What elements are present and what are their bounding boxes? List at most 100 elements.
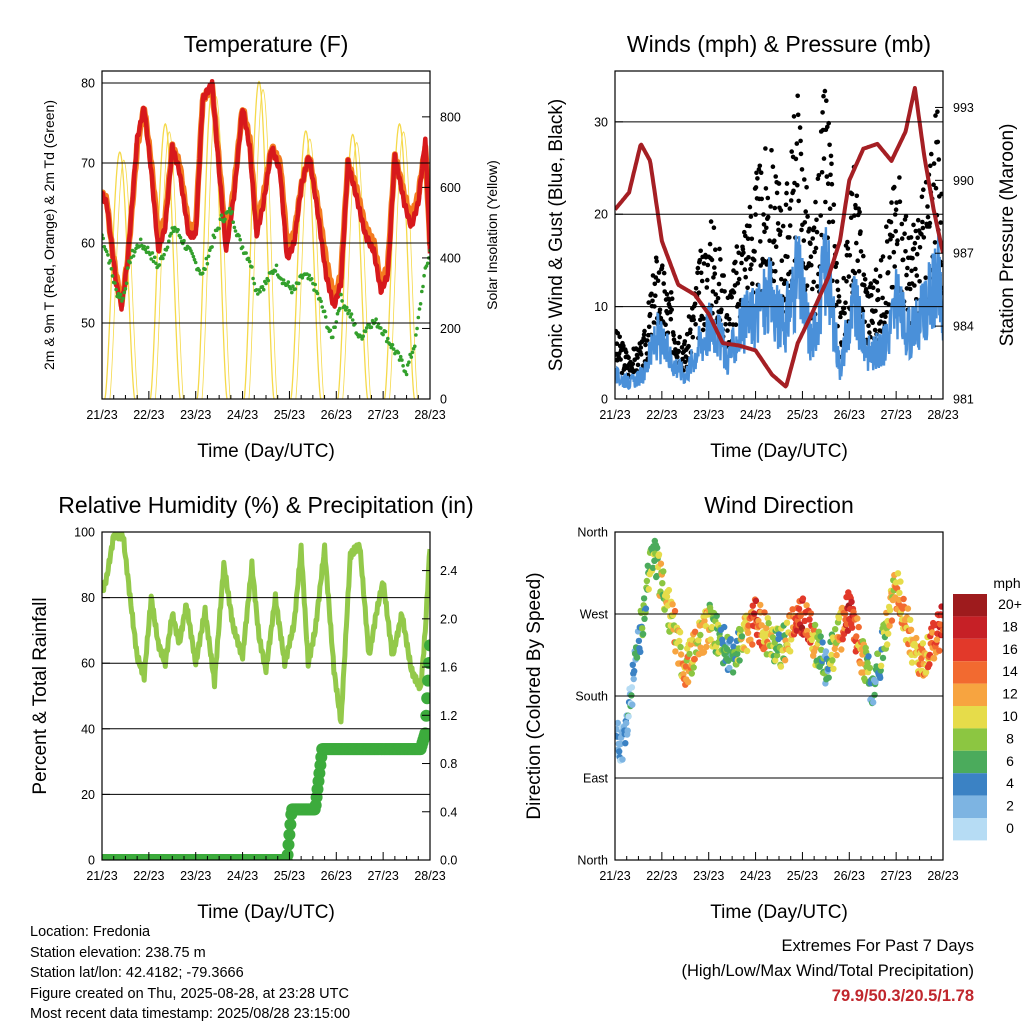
gust-point bbox=[917, 245, 923, 250]
x-tick-label: 25/23 bbox=[274, 408, 305, 422]
gust-point bbox=[711, 225, 717, 230]
dewpoint-point bbox=[152, 255, 157, 260]
gust-point bbox=[890, 233, 895, 239]
direction-point bbox=[839, 604, 846, 612]
gust-point bbox=[751, 257, 757, 263]
dewpoint-point bbox=[149, 257, 153, 261]
y-tick-label: 30 bbox=[594, 115, 608, 129]
gust-point bbox=[921, 187, 926, 192]
direction-point bbox=[885, 630, 892, 637]
dewpoint-point bbox=[319, 299, 323, 304]
dewpoint-point bbox=[348, 315, 353, 319]
y2-tick-label: 0 bbox=[440, 393, 447, 407]
gust-point bbox=[700, 327, 706, 333]
gust-point bbox=[914, 273, 920, 278]
gust-point bbox=[815, 284, 820, 289]
gust-point bbox=[892, 264, 897, 269]
gust-point bbox=[788, 198, 794, 203]
direction-point bbox=[817, 633, 824, 640]
direction-point bbox=[886, 606, 894, 614]
gust-point bbox=[671, 332, 676, 338]
direction-point bbox=[806, 616, 813, 623]
gust-point bbox=[828, 153, 834, 159]
direction-point bbox=[913, 634, 920, 642]
dewpoint-point bbox=[150, 251, 155, 255]
gust-point bbox=[692, 301, 698, 307]
gust-point bbox=[872, 327, 878, 333]
direction-point bbox=[633, 654, 641, 661]
direction-point bbox=[729, 669, 737, 676]
gust-point bbox=[641, 332, 647, 337]
y-tick-label: 10 bbox=[594, 300, 608, 314]
gust-point bbox=[928, 163, 933, 169]
extremes-values: 79.9/50.3/20.5/1.78 bbox=[831, 987, 974, 1005]
gust-point bbox=[710, 289, 716, 294]
gust-point bbox=[874, 280, 880, 285]
direction-point bbox=[697, 631, 704, 639]
gust-point bbox=[861, 272, 867, 278]
gust-point bbox=[899, 236, 905, 241]
dewpoint-point bbox=[274, 263, 279, 268]
direction-point bbox=[624, 727, 631, 734]
y-tick-label: 80 bbox=[81, 591, 95, 605]
gust-point bbox=[653, 293, 658, 299]
legend-label: 20+ bbox=[998, 596, 1022, 612]
direction-point bbox=[866, 664, 874, 672]
y2-tick-label: 400 bbox=[440, 251, 461, 265]
gust-point bbox=[867, 330, 872, 335]
gust-point bbox=[739, 260, 744, 266]
gust-point bbox=[742, 229, 747, 235]
gust-point bbox=[784, 190, 789, 196]
legend-label: 4 bbox=[1006, 775, 1014, 791]
gust-point bbox=[753, 185, 759, 190]
solar-insolation-line bbox=[342, 141, 372, 399]
direction-point bbox=[825, 665, 832, 673]
rainfall-point bbox=[282, 838, 295, 851]
extremes-block: Extremes For Past 7 Days (High/Low/Max W… bbox=[681, 934, 974, 1009]
gust-point bbox=[843, 300, 848, 306]
gust-point bbox=[778, 229, 783, 234]
gust-point bbox=[897, 175, 902, 180]
dewpoint-point bbox=[200, 271, 205, 276]
x-tick-label: 21/23 bbox=[599, 408, 630, 422]
direction-point bbox=[671, 607, 679, 615]
dewpoint-point bbox=[252, 281, 257, 286]
gust-point bbox=[827, 142, 832, 148]
dewpoint-point bbox=[424, 264, 429, 268]
y-tick-label: North bbox=[577, 854, 608, 868]
gust-point bbox=[771, 278, 777, 284]
x-tick-label: 26/23 bbox=[321, 408, 352, 422]
gust-point bbox=[925, 204, 930, 209]
x-axis-label: Time (Day/UTC) bbox=[710, 902, 848, 923]
direction-point bbox=[749, 602, 756, 609]
direction-point bbox=[643, 577, 651, 585]
solar-insolation-line bbox=[248, 88, 278, 399]
solar-insolation-line bbox=[149, 122, 181, 399]
x-tick-label: 26/23 bbox=[834, 408, 865, 422]
dewpoint-point bbox=[335, 311, 340, 316]
gust-point bbox=[651, 320, 657, 325]
gust-point bbox=[707, 241, 713, 247]
x-tick-label: 26/23 bbox=[834, 869, 865, 883]
gust-point bbox=[911, 246, 917, 252]
gust-point bbox=[873, 267, 879, 273]
dewpoint-point bbox=[345, 305, 349, 310]
gust-point bbox=[824, 174, 830, 179]
y2-tick-label: 600 bbox=[440, 181, 461, 195]
gust-point bbox=[808, 254, 814, 259]
y-tick-label: West bbox=[580, 608, 609, 622]
gust-point bbox=[696, 290, 702, 296]
gust-point bbox=[812, 249, 817, 255]
rainfall-point bbox=[284, 818, 297, 831]
legend-swatch bbox=[953, 818, 987, 841]
dewpoint-point bbox=[360, 337, 364, 341]
gust-point bbox=[897, 199, 903, 204]
y2-tick-label: 987 bbox=[953, 247, 974, 261]
gust-point bbox=[752, 249, 757, 254]
solar-insolation-line bbox=[383, 122, 416, 399]
dewpoint-point bbox=[379, 326, 383, 330]
plot-border bbox=[614, 70, 944, 400]
direction-point bbox=[708, 623, 716, 631]
gust-point bbox=[907, 286, 913, 292]
direction-point bbox=[839, 636, 846, 643]
